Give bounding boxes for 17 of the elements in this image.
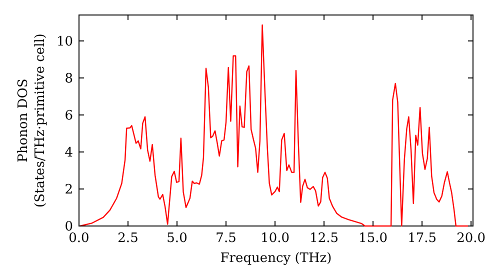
x-tick-label: 0.0 [68, 231, 90, 246]
x-tick-label: 7.5 [216, 231, 236, 246]
x-tick-label: 12.5 [310, 231, 338, 246]
y-tick-label: 2 [64, 182, 73, 198]
x-tick-label: 17.5 [408, 231, 437, 246]
y-tick-label: 4 [64, 146, 73, 161]
line-series [79, 24, 469, 227]
x-tick-label: 5.0 [166, 231, 188, 246]
x-axis-title: Frequency (THz) [220, 251, 332, 266]
y-tick-label: 10 [56, 34, 73, 50]
x-tick-label: 10.0 [260, 231, 290, 246]
y-tick-label: 6 [64, 108, 73, 124]
y-tick-label: 8 [64, 71, 73, 86]
x-tick-label: 15.0 [358, 231, 388, 246]
x-tick-label: 20.0 [456, 231, 486, 246]
y-axis-title: Phonon DOS (States/THz·primitive cell) [16, 33, 48, 208]
x-tick-label: 2.5 [118, 231, 138, 246]
